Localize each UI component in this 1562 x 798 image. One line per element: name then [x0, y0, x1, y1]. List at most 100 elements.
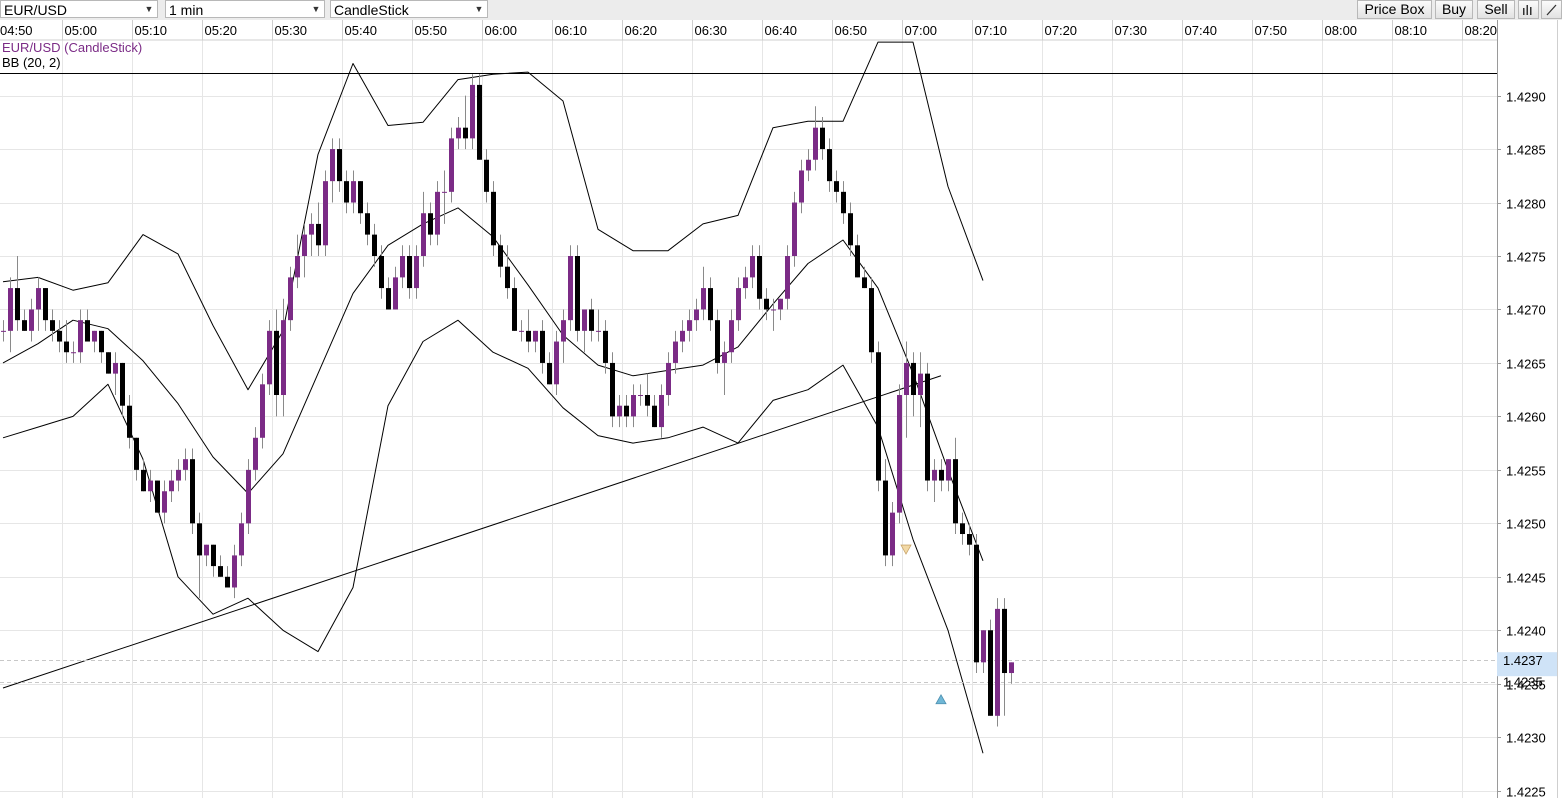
candle-body [771, 309, 776, 311]
candle-body [988, 630, 993, 716]
candle-body [407, 256, 412, 289]
candle-body [29, 309, 34, 331]
candle-body [918, 373, 923, 396]
candle-body [162, 491, 167, 513]
candle-body [36, 288, 41, 310]
candle-body [582, 309, 587, 331]
timeframe-select[interactable]: 1 min ▼ [165, 0, 325, 18]
y-tick-label: 1.4225 [1506, 785, 1546, 798]
candle-body [911, 362, 916, 396]
candle-body [435, 191, 440, 235]
price-labels: 1.4237 1.4235 [1497, 652, 1557, 690]
x-tick-label: 05:50 [415, 23, 448, 38]
candle-body [715, 320, 720, 363]
candle-body [281, 320, 286, 396]
candle-body [456, 127, 461, 139]
candle-body [99, 330, 104, 353]
candle-body [589, 309, 594, 331]
candle-body [645, 395, 650, 406]
candle-body [302, 234, 307, 256]
candle-body [491, 191, 496, 246]
candle-body [470, 84, 475, 139]
candle-body [897, 395, 902, 513]
bars-icon [1523, 5, 1532, 15]
x-tick-label: 06:30 [695, 23, 728, 38]
x-axis-strip [0, 20, 1562, 40]
x-tick-label: 07:40 [1185, 23, 1218, 38]
candle-body [533, 330, 538, 342]
chevron-down-icon: ▼ [144, 4, 154, 14]
y-tick-label: 1.4260 [1506, 410, 1546, 425]
candle-body [785, 256, 790, 299]
trendline [2, 375, 942, 689]
candle-body [183, 459, 188, 470]
price-box-button[interactable]: Price Box [1357, 0, 1432, 19]
chart-toolbar: EUR/USD ▼ 1 min ▼ CandleStick ▼ Price Bo… [0, 0, 1562, 21]
candle-body [337, 149, 342, 182]
x-tick-label: 07:50 [1255, 23, 1288, 38]
candle-body [799, 170, 804, 203]
candle-body [120, 362, 125, 406]
candle-body [225, 576, 230, 588]
candle-body [134, 437, 139, 470]
candle-body [344, 181, 349, 203]
candle-body [484, 159, 489, 192]
candle-body [610, 362, 615, 417]
candle-body [197, 523, 202, 556]
candle-body [946, 459, 951, 481]
y-tick-label: 1.4245 [1506, 571, 1546, 586]
candle-body [631, 395, 636, 417]
candle-body [127, 405, 132, 438]
candle-body [106, 352, 111, 374]
sell-button[interactable]: Sell [1477, 0, 1515, 19]
candle-body [253, 437, 258, 470]
symbol-select[interactable]: EUR/USD ▼ [0, 0, 158, 18]
candle-body [617, 405, 622, 417]
buy-button[interactable]: Buy [1435, 0, 1473, 19]
candle-body [701, 288, 706, 310]
chart-type-select-value: CandleStick [334, 2, 409, 18]
bollinger-middle [2, 207, 984, 561]
candle-body [680, 330, 685, 342]
candle-body [421, 213, 426, 256]
x-tick-label: 05:20 [205, 23, 238, 38]
chart-area[interactable]: 04:50 05:00 05:10 05:20 05:30 05:40 05:50 06:00… [0, 20, 1562, 798]
candle-body [358, 181, 363, 214]
candle-body [1002, 608, 1007, 674]
candle-body [960, 523, 965, 535]
candle-body [211, 544, 216, 567]
candle-body [190, 459, 195, 524]
candle-body [92, 330, 97, 342]
candle-body [246, 469, 251, 524]
x-axis: 04:50 05:00 05:10 05:20 05:30 05:40 05:50 06:00… [0, 20, 1562, 41]
candle-body [232, 555, 237, 588]
candle-body [260, 384, 265, 438]
candle-body [519, 330, 524, 332]
indicators-button[interactable] [1518, 0, 1539, 19]
candle-body [813, 127, 818, 160]
x-tick-label: 05:10 [135, 23, 168, 38]
price-label-bg [1497, 652, 1557, 677]
draw-line-button[interactable] [1541, 0, 1562, 19]
bollinger-bands [2, 41, 984, 754]
candle-body [750, 256, 755, 278]
candle-body [526, 330, 531, 342]
candle-body [442, 191, 447, 193]
legend: EUR/USD (CandleStick) BB (20, 2) [2, 40, 142, 70]
x-tick-label: 06:40 [765, 23, 798, 38]
sell-marker [900, 544, 912, 555]
candle-body [8, 288, 13, 331]
candle-body [351, 181, 356, 203]
candle-body [925, 373, 930, 481]
chart-type-select[interactable]: CandleStick ▼ [330, 0, 488, 18]
candle-body [309, 223, 314, 235]
candle-body [477, 84, 482, 160]
timeframe-select-value: 1 min [169, 2, 204, 18]
candle-body [561, 320, 566, 342]
candle-body [736, 288, 741, 321]
y-tick-label: 1.4285 [1506, 143, 1546, 158]
candle-body [372, 234, 377, 256]
candle-body [729, 320, 734, 353]
candle-body [218, 566, 223, 577]
candle-body [932, 469, 937, 481]
